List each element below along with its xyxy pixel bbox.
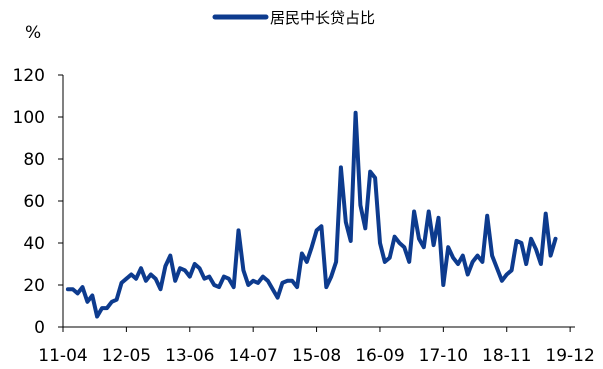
axes: [62, 75, 575, 328]
x-axis-ticks: 11-04 12-05 13-06 14-07 15-08 16-09 17-10 18-11…: [38, 327, 595, 366]
y-tick-label: 0: [34, 318, 45, 338]
x-tick-label: 14-07: [228, 346, 277, 366]
x-tick-label: 16-09: [355, 346, 404, 366]
y-tick-label: 120: [13, 66, 45, 86]
x-tick-label: 12-05: [102, 346, 151, 366]
x-tick-label: 11-04: [38, 346, 87, 366]
y-axis-ticks: 0 20 40 60 80 100 120: [13, 66, 63, 338]
series-line: [65, 110, 558, 319]
y-tick-label: 60: [23, 192, 45, 212]
y-tick-label: 20: [23, 276, 45, 296]
y-tick-label: 80: [23, 150, 45, 170]
x-tick-label: 19-12: [545, 346, 594, 366]
x-tick-label: 17-10: [419, 346, 468, 366]
plot-area: [65, 110, 558, 319]
y-tick-label: 100: [13, 108, 45, 128]
x-tick-label: 18-11: [482, 346, 531, 366]
legend: 居民中长贷占比: [212, 9, 375, 27]
x-tick-label: 13-06: [165, 346, 214, 366]
y-axis-unit-label: %: [25, 23, 41, 43]
legend-label: 居民中长贷占比: [270, 9, 375, 27]
y-tick-label: 40: [23, 234, 45, 254]
x-tick-label: 15-08: [292, 346, 341, 366]
